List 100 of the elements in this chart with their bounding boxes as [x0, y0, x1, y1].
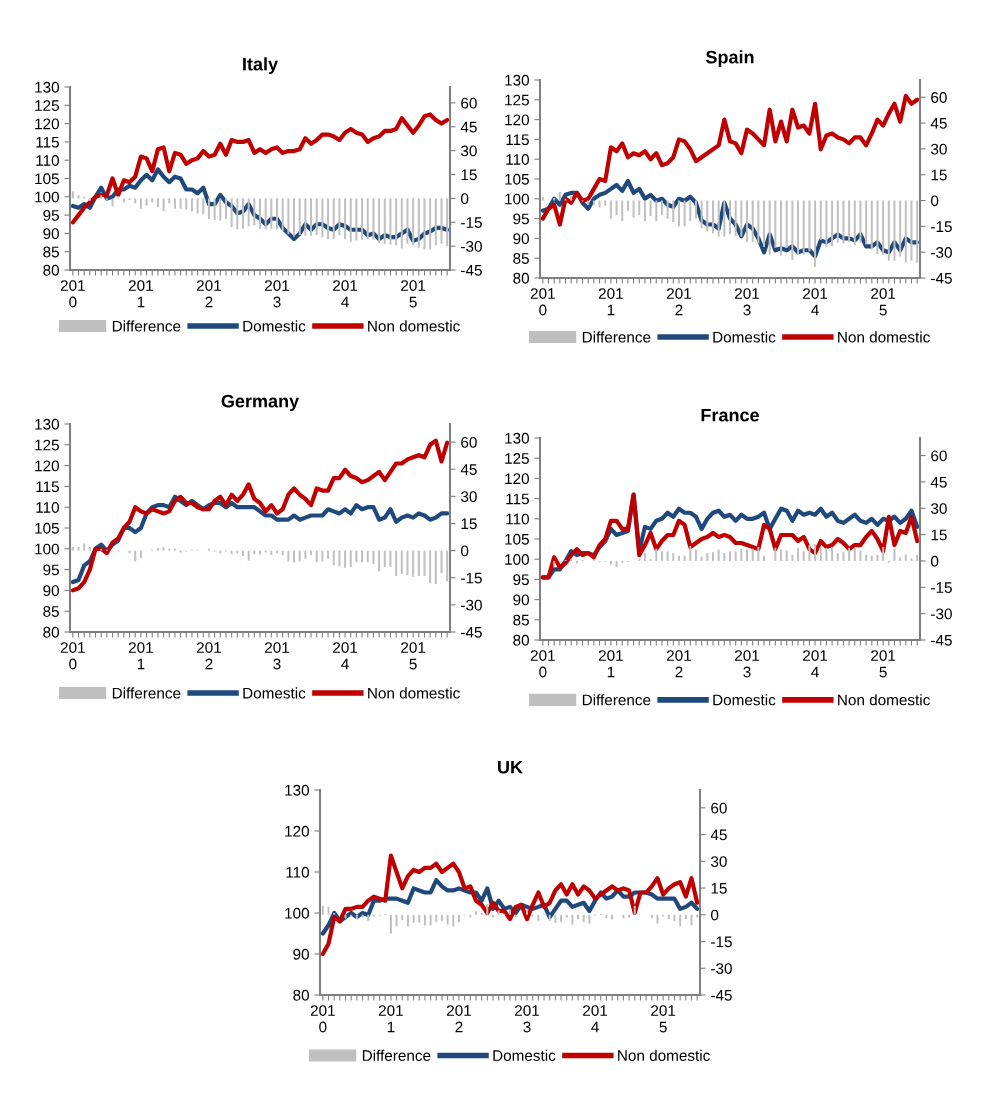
y-tick-label: 100 [35, 543, 59, 555]
y2-tick-label: -30 [461, 599, 482, 611]
line-series [540, 93, 920, 227]
y2-tick-label: -45 [931, 635, 952, 646]
y-tick-label: 85 [513, 253, 529, 264]
chart-title: Spain [705, 50, 754, 68]
y2-tick-label: 45 [460, 121, 477, 133]
y2-tick-label: -30 [931, 247, 952, 258]
y-tick-label: 80 [293, 989, 309, 1001]
x-tick-label: 201 2 [196, 642, 221, 670]
y-tick-label: 95 [513, 574, 529, 586]
legend-label: Domestic [493, 1049, 556, 1061]
y-tick-label: 95 [43, 564, 59, 576]
line-series [70, 112, 450, 225]
y2-tick-label: 0 [931, 555, 939, 567]
y-tick-label: 110 [36, 502, 59, 513]
y-tick-label: 120 [505, 114, 529, 126]
y-tick-label: 95 [43, 209, 59, 221]
x-tick-label: 201 2 [666, 650, 691, 678]
x-tick-label: 201 5 [871, 288, 896, 316]
y2-tick-label: 60 [711, 802, 727, 814]
y-tick-label: 80 [513, 634, 529, 646]
y-tick-label: 80 [43, 264, 59, 276]
line-series [320, 853, 700, 957]
x-tick-label: 201 0 [310, 1005, 335, 1033]
x-tick-label: 201 3 [515, 1005, 540, 1033]
y2-tick-label: -15 [711, 936, 732, 948]
y-tick-label: 95 [513, 213, 529, 225]
legend-label: Non domestic [368, 687, 460, 699]
x-tick-label: 201 3 [735, 288, 760, 316]
x-tick-label: 201 5 [871, 650, 896, 678]
y-tick-label: 105 [505, 533, 529, 545]
x-tick-label: 201 1 [598, 650, 623, 678]
y2-tick-label: -15 [461, 217, 482, 228]
y-tick-label: 115 [506, 493, 529, 505]
y-tick-label: 105 [35, 173, 59, 185]
y2-tick-label: -45 [461, 265, 482, 276]
y2-tick-label: 30 [711, 856, 727, 867]
y-tick-label: 85 [43, 606, 59, 617]
y2-tick-label: 45 [930, 118, 947, 129]
legend-label: Domestic [713, 694, 776, 706]
chart-title: Germany [221, 394, 300, 412]
legend-label: Non domestic [368, 320, 460, 332]
legend-label: Difference [362, 1049, 431, 1061]
x-tick-label: 201 4 [333, 280, 358, 308]
x-tick-label: 201 1 [128, 642, 153, 670]
y-tick-label: 120 [285, 825, 309, 837]
y-tick-label: 130 [285, 784, 309, 796]
y-tick-label: 105 [505, 173, 529, 185]
y2-tick-label: -15 [461, 572, 482, 584]
y-tick-label: 90 [513, 594, 529, 606]
x-tick-label: 201 0 [530, 650, 555, 678]
y-tick-label: 115 [36, 136, 59, 148]
x-tick-label: 201 3 [265, 280, 290, 308]
legend-label: Domestic [243, 320, 306, 332]
y2-tick-label: 60 [461, 436, 477, 448]
x-tick-label: 201 2 [666, 288, 691, 316]
legend-label: Difference [112, 320, 181, 332]
chart-title: France [701, 408, 759, 422]
y-tick-label: 80 [43, 626, 59, 638]
x-tick-label: 201 2 [196, 280, 221, 308]
y2-tick-label: 15 [461, 169, 477, 181]
y-tick-label: 110 [286, 866, 309, 878]
x-tick-label: 201 5 [651, 1005, 676, 1033]
y2-tick-label: 15 [931, 169, 947, 181]
legend-label: Domestic [243, 687, 306, 699]
x-tick-label: 201 4 [803, 288, 828, 316]
y-tick-label: 110 [36, 155, 59, 166]
y2-tick-label: 0 [711, 909, 719, 921]
y2-tick-label: -30 [711, 963, 732, 974]
y2-tick-label: 45 [930, 476, 947, 488]
y-tick-label: 80 [513, 272, 529, 284]
y-tick-label: 130 [505, 74, 529, 86]
y2-tick-label: -45 [931, 273, 952, 284]
y-tick-label: 100 [35, 191, 59, 203]
y-tick-label: 105 [35, 522, 59, 534]
y2-tick-label: 30 [461, 491, 477, 503]
x-tick-label: 201 4 [583, 1005, 608, 1033]
y2-tick-label: 60 [931, 92, 947, 103]
y-tick-label: 125 [35, 439, 59, 451]
x-tick-label: 201 2 [446, 1005, 471, 1033]
y-tick-label: 90 [43, 228, 59, 240]
y2-tick-label: 30 [931, 143, 947, 155]
y2-tick-label: 0 [461, 545, 469, 557]
x-tick-label: 201 0 [60, 642, 85, 670]
x-tick-label: 201 0 [60, 280, 85, 308]
y-tick-label: 130 [35, 81, 59, 93]
x-tick-label: 201 1 [128, 280, 153, 308]
y2-tick-label: 15 [931, 529, 947, 541]
y-tick-label: 130 [35, 418, 59, 430]
legend-label: Difference [582, 694, 651, 706]
x-tick-label: 201 5 [401, 642, 426, 670]
y-tick-label: 110 [506, 154, 529, 165]
x-tick-label: 201 3 [265, 642, 290, 670]
legend-label: Non domestic [618, 1049, 710, 1061]
legend-label: Non domestic [838, 331, 930, 343]
x-tick-label: 201 1 [378, 1005, 403, 1033]
legend-label: Difference [112, 687, 181, 699]
y-tick-label: 115 [506, 134, 529, 146]
y2-tick-label: 15 [711, 883, 727, 894]
